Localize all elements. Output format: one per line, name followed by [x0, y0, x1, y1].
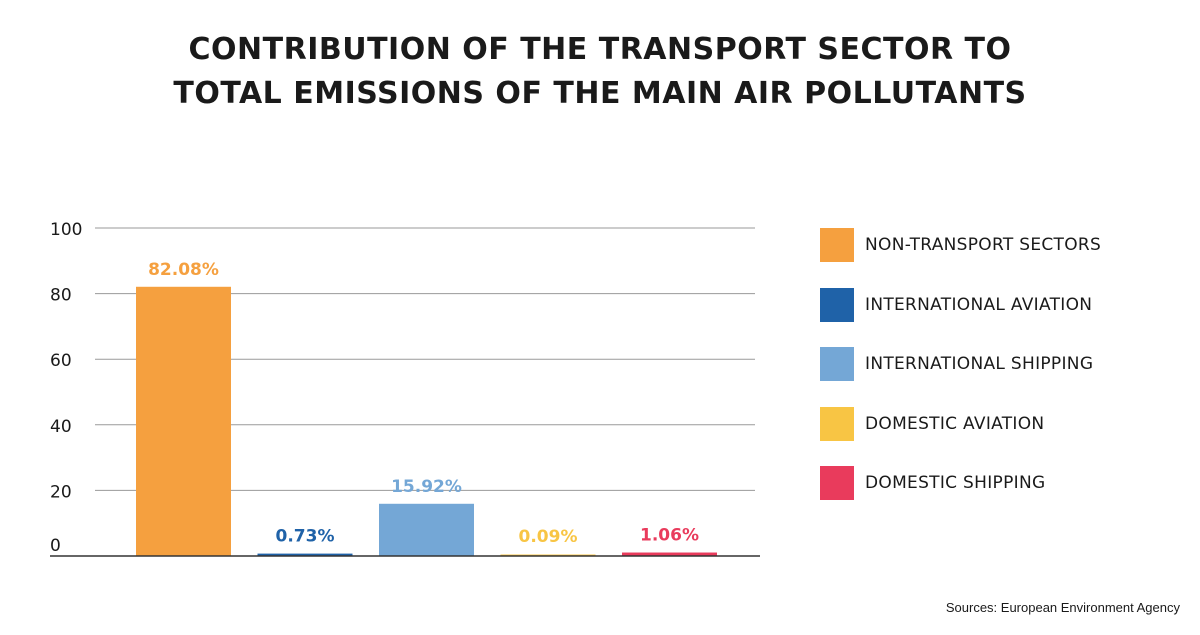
- legend-label: INTERNATIONAL SHIPPING: [865, 354, 1094, 374]
- bar-0: [136, 286, 231, 556]
- chart-title-line-1: CONTRIBUTION OF THE TRANSPORT SECTOR TO: [188, 32, 1012, 67]
- y-tick-label-40: 40: [50, 417, 72, 437]
- legend-item: DOMESTIC AVIATION: [820, 406, 1101, 441]
- legend-label: DOMESTIC AVIATION: [865, 413, 1045, 434]
- y-tick-label-0: 0: [50, 536, 61, 556]
- legend-item: DOMESTIC SHIPPING: [820, 466, 1101, 500]
- legend-item: INTERNATIONAL AVIATION: [820, 287, 1101, 322]
- data-label-0: 82.08%: [148, 260, 219, 280]
- chart-title-line-2: TOTAL EMISSIONS OF THE MAIN AIR POLLUTAN…: [173, 76, 1027, 111]
- legend-swatch: [820, 406, 854, 441]
- legend-label: INTERNATIONAL AVIATION: [865, 294, 1093, 315]
- chart-title: CONTRIBUTION OF THE TRANSPORT SECTOR TO …: [0, 28, 1200, 116]
- legend-swatch: [820, 228, 854, 262]
- y-tick-label-80: 80: [50, 286, 72, 306]
- data-label-4: 1.06%: [640, 526, 699, 546]
- legend-swatch: [820, 466, 854, 500]
- legend-item: NON-TRANSPORT SECTORS: [820, 228, 1101, 262]
- legend-label: NON-TRANSPORT SECTORS: [865, 235, 1102, 255]
- bar-4: [622, 552, 717, 556]
- data-label-1: 0.73%: [276, 527, 335, 547]
- legend-swatch: [820, 347, 854, 381]
- bar-1: [257, 553, 353, 556]
- y-tick-label-100: 100: [50, 220, 82, 240]
- legend-swatch: [820, 287, 854, 322]
- data-label-3: 0.09%: [519, 527, 578, 547]
- legend-item: INTERNATIONAL SHIPPING: [820, 347, 1101, 381]
- chart-legend: NON-TRANSPORT SECTORS INTERNATIONAL AVIAT…: [820, 228, 1101, 526]
- data-label-2: 15.92%: [391, 477, 462, 497]
- y-tick-label-60: 60: [50, 351, 72, 371]
- source-note: Sources: European Environment Agency: [945, 600, 1180, 615]
- bar-2: [379, 503, 474, 556]
- legend-label: DOMESTIC SHIPPING: [865, 473, 1046, 493]
- y-tick-label-20: 20: [50, 482, 72, 502]
